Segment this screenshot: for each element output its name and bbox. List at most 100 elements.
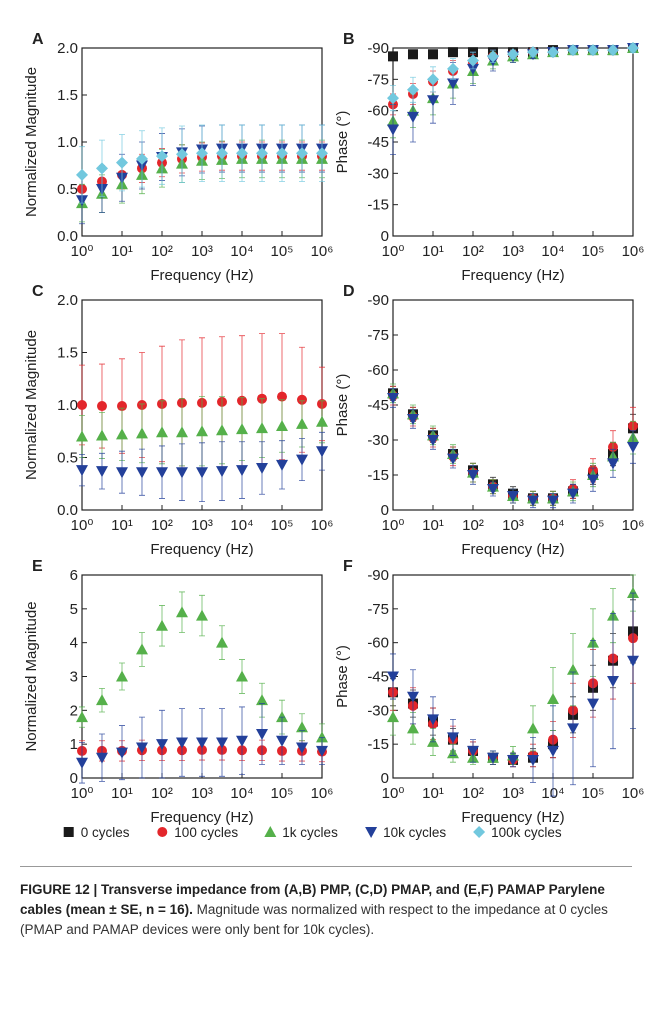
marker — [175, 148, 188, 161]
y-tick-label: -30 — [367, 702, 389, 719]
marker — [196, 467, 208, 479]
marker — [547, 745, 559, 757]
x-tick-label: 10³ — [502, 785, 524, 802]
x-tick-label: 10⁰ — [71, 785, 94, 802]
x-tick-label: 10³ — [502, 517, 524, 534]
legend-marker — [365, 827, 378, 838]
marker — [406, 414, 419, 425]
marker — [486, 50, 499, 63]
marker — [427, 714, 439, 726]
x-axis-label: Frequency (Hz) — [150, 541, 253, 558]
marker — [296, 742, 308, 754]
caption: FIGURE 12 | Transverse impedance from (A… — [20, 880, 632, 940]
marker — [296, 721, 308, 733]
y-tick-label: 1.5 — [57, 87, 78, 104]
marker — [567, 44, 580, 57]
marker — [196, 425, 208, 437]
marker — [277, 391, 287, 402]
legend-label: 10k cycles — [383, 825, 446, 840]
y-tick-label: 2.0 — [57, 292, 78, 309]
x-tick-label: 10² — [462, 785, 484, 802]
y-tick-label: -60 — [367, 635, 389, 652]
marker — [387, 393, 399, 404]
y-tick-label: 1.0 — [57, 134, 78, 151]
x-tick-label: 10⁰ — [382, 785, 405, 802]
marker — [526, 722, 539, 734]
panel-label: B — [343, 31, 355, 48]
panel-label: D — [343, 283, 355, 300]
marker — [276, 459, 288, 471]
marker — [387, 124, 399, 136]
marker — [236, 465, 248, 477]
plot-frame — [392, 47, 634, 237]
x-tick-label: 10⁴ — [230, 785, 253, 802]
legend-marker — [63, 827, 74, 837]
marker — [135, 152, 148, 165]
marker — [76, 711, 88, 723]
marker — [76, 465, 88, 477]
marker — [256, 694, 269, 706]
marker — [135, 467, 148, 479]
y-tick-label: -45 — [367, 134, 389, 151]
y-tick-label: -30 — [367, 165, 389, 182]
y-tick-label: 0 — [381, 770, 389, 787]
marker — [296, 454, 308, 466]
marker — [316, 415, 328, 427]
marker — [526, 495, 539, 507]
marker — [587, 44, 599, 57]
y-axis-label: Phase (°) — [334, 111, 351, 174]
marker — [406, 691, 419, 703]
x-tick-label: 10⁶ — [622, 785, 645, 802]
x-tick-label: 10⁰ — [382, 517, 405, 534]
marker — [486, 752, 499, 764]
y-axis-label: Phase (°) — [334, 374, 351, 437]
marker — [587, 698, 599, 710]
marker — [627, 587, 639, 599]
marker — [175, 426, 188, 438]
marker — [296, 417, 308, 429]
marker — [607, 458, 619, 470]
x-tick-label: 10⁴ — [230, 243, 253, 260]
x-tick-label: 10⁶ — [622, 517, 645, 534]
legend-label: 100 cycles — [174, 825, 238, 840]
marker — [467, 54, 479, 67]
x-tick-label: 10¹ — [111, 517, 133, 534]
x-tick-label: 10² — [462, 243, 484, 260]
marker — [175, 606, 188, 618]
x-tick-label: 10² — [151, 243, 173, 260]
marker — [446, 78, 459, 90]
marker — [116, 156, 128, 169]
marker — [467, 63, 479, 75]
marker — [135, 643, 148, 655]
marker — [607, 676, 619, 688]
x-tick-label: 10³ — [502, 243, 524, 260]
x-tick-label: 10⁵ — [582, 243, 605, 260]
marker — [95, 752, 108, 764]
marker — [427, 435, 439, 446]
x-tick-label: 10⁵ — [271, 243, 294, 260]
marker — [256, 422, 269, 434]
y-tick-label: 0 — [70, 770, 78, 787]
x-tick-label: 10⁵ — [582, 517, 605, 534]
marker — [116, 428, 128, 440]
legend-marker — [264, 826, 277, 837]
y-tick-label: -90 — [367, 567, 389, 584]
marker — [76, 430, 88, 442]
x-tick-label: 10⁴ — [230, 517, 253, 534]
y-tick-label: 1 — [70, 736, 78, 753]
marker — [135, 742, 148, 754]
y-axis-label: Normalized Magnitude — [23, 601, 40, 751]
marker — [607, 44, 619, 57]
marker — [547, 693, 559, 705]
marker — [156, 739, 168, 751]
marker — [407, 49, 418, 60]
marker — [427, 95, 439, 107]
marker — [507, 491, 519, 502]
x-tick-label: 10⁶ — [311, 785, 334, 802]
x-tick-label: 10⁶ — [311, 243, 334, 260]
x-axis-label: Frequency (Hz) — [461, 267, 564, 284]
x-tick-label: 10⁴ — [541, 517, 564, 534]
y-tick-label: -90 — [367, 292, 389, 309]
y-tick-label: 6 — [70, 567, 78, 584]
y-tick-label: -75 — [367, 601, 389, 618]
